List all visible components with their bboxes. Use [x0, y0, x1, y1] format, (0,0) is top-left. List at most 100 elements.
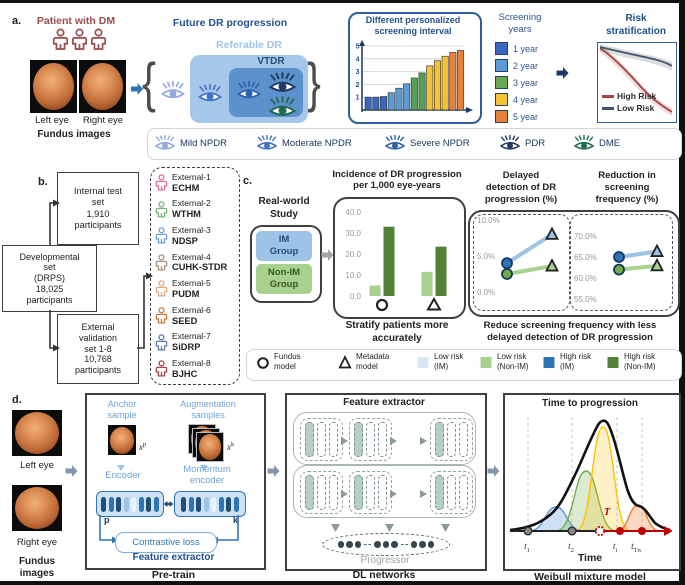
- referable-dr-label: Referable DR: [216, 39, 282, 51]
- severity-legend-item: PDR: [499, 134, 545, 152]
- feature-pill: [153, 496, 159, 512]
- fundus-images-caption-d: Fundus images: [8, 556, 66, 580]
- down-arrow-icon: [199, 459, 209, 477]
- fundus-photo: [81, 62, 124, 111]
- person-icon: [155, 227, 168, 244]
- weibull-caption: Weibull mixture model: [534, 571, 646, 583]
- external-datasets-box: [150, 167, 240, 385]
- year-label: 2 year: [513, 60, 539, 71]
- text-line: Internal test: [73, 185, 122, 196]
- dme-eye-icon: [268, 95, 297, 124]
- dataset-name: External-8: [172, 357, 211, 368]
- feature-pill: [226, 496, 232, 512]
- risk-line-swatch: [602, 106, 614, 110]
- eye-icon: [197, 83, 223, 102]
- encoder-label: Encoder: [105, 470, 141, 481]
- text-line: set: [91, 197, 105, 207]
- square-swatch-icon: [543, 356, 555, 368]
- person-icon: [155, 280, 168, 297]
- mild-npdr-eye-icon: [160, 80, 186, 106]
- patient-title: Patient with DM: [36, 15, 116, 27]
- progressor-label: Progressor: [360, 555, 410, 566]
- contrastive-loss-box: Contrastive loss: [115, 532, 217, 553]
- severity-label: Mild NPDR: [180, 137, 227, 149]
- text-line: per 1,000 eye-years: [353, 180, 441, 192]
- dataset-acronym: SiDRP: [172, 342, 201, 353]
- severity-legend-item: DME: [573, 134, 620, 152]
- square-swatch-icon: [607, 356, 619, 368]
- text-line: Fundus: [18, 556, 56, 567]
- text-line: screening: [604, 181, 650, 193]
- progressor-dot: [374, 541, 381, 548]
- screening-year-item: 4 year: [495, 93, 565, 106]
- text-line: screening interval: [374, 26, 452, 37]
- dl-layer-pill: [447, 475, 456, 510]
- year-swatch: [495, 110, 508, 123]
- eye-icon: [573, 134, 595, 150]
- patient-icons: [52, 28, 108, 56]
- text-line: frequency (%): [595, 193, 659, 205]
- weibull-tick: tTn: [631, 541, 641, 554]
- text-line: accurately: [372, 332, 422, 344]
- legend-line: Metadata: [356, 352, 390, 361]
- text-line: Reduction in: [598, 170, 656, 181]
- risk-legend-item: Low Risk: [602, 102, 672, 114]
- year-label: 4 year: [513, 94, 539, 105]
- dl-layer-pill: [305, 422, 314, 457]
- dataset-name: External-5: [172, 278, 211, 289]
- dl-down-arrow-icon: [383, 520, 396, 538]
- progressor-dash: [400, 544, 408, 545]
- dl-layer-pill: [354, 422, 363, 457]
- legend-item: Fundus model: [256, 352, 301, 371]
- text-line: detection of DR: [485, 181, 557, 193]
- dl-down-arrow-icon: [329, 520, 342, 538]
- panel-c-legend: Fundus model Metadata model Low risk (IM) Low …: [246, 349, 680, 379]
- augmentation-samples-label: Augmentation samples: [168, 399, 248, 422]
- progressor-dash: [364, 544, 372, 545]
- external-datasets-list: External-1 ECHM External-2 WTHM External-3 ND…: [150, 167, 238, 383]
- svg-text:10.0: 10.0: [345, 271, 361, 280]
- dataset-acronym: WTHM: [172, 209, 201, 220]
- border-strip-bottom: [0, 581, 685, 585]
- reduction-chart-frame: [570, 214, 673, 311]
- severity-legend-item: Mild NPDR: [154, 134, 227, 152]
- feature-pill: [181, 496, 187, 512]
- delayed-chart-frame: [473, 214, 570, 311]
- encoder-block: [96, 491, 164, 517]
- text-line: years: [508, 23, 532, 35]
- severity-label: Moderate NPDR: [282, 137, 352, 149]
- dl-conv-group: [349, 418, 392, 461]
- future-dr-title: Future DR progression: [172, 17, 288, 29]
- dataset-item: External-3 NDSP: [155, 223, 211, 249]
- real-world-study-title: Real-world Study: [248, 196, 320, 221]
- dl-layer-pill: [354, 475, 363, 510]
- severity-legend-item: Severe NPDR: [384, 134, 470, 152]
- arrow-icon: [556, 67, 569, 79]
- text-line: Group: [269, 246, 299, 257]
- momentum-encoder-block: [174, 491, 246, 517]
- eye-icon: [236, 80, 262, 99]
- feature-pill: [218, 496, 224, 512]
- fundus-image-left-d: [12, 410, 62, 456]
- left-eye-label-d: Left eye: [20, 460, 54, 471]
- eye-icon: [499, 134, 521, 150]
- text-line: Screening: [498, 12, 542, 23]
- person-icon: [52, 28, 69, 50]
- svg-text:3: 3: [356, 69, 360, 76]
- external-validation-box: External validation set 1-8 10,768 participa…: [57, 314, 139, 384]
- legend-item: Low risk (Non-IM): [479, 352, 529, 371]
- severity-legend-bar: Mild NPDR Moderate NPDR Severe NPDR PDR DME: [147, 128, 682, 160]
- anchor-sample-label: Anchor sample: [93, 399, 151, 422]
- screening-years-title: Screening years: [488, 12, 552, 36]
- text-line: set: [43, 262, 56, 273]
- dataset-item: External-7 SiDRP: [155, 330, 211, 356]
- year-label: 5 year: [513, 111, 539, 122]
- realworld-caption: Reduce screening frequency with less dela…: [458, 320, 682, 344]
- arrow-icon: [65, 465, 78, 477]
- weibull-tick: t1: [524, 541, 530, 554]
- x-k-symbol: xk: [227, 441, 235, 452]
- pdr-eye-icon: [268, 71, 297, 100]
- person-icon: [155, 333, 168, 351]
- text-line: Anchor: [107, 399, 137, 409]
